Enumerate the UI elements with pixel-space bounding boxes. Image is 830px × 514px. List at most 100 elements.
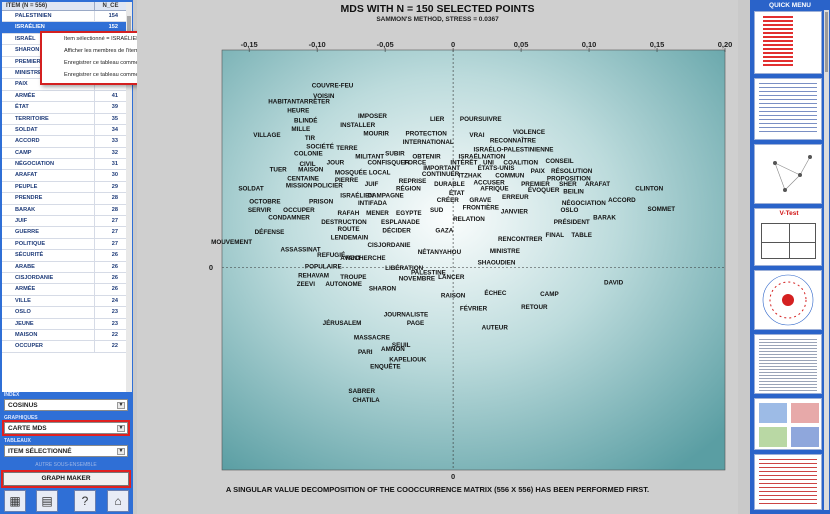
- point-label[interactable]: LOCAL: [369, 170, 391, 177]
- point-label[interactable]: AFRIQUE: [480, 185, 508, 192]
- point-label[interactable]: KAPELIOUK: [389, 356, 427, 363]
- point-label[interactable]: HEURE: [287, 107, 309, 114]
- point-label[interactable]: ARRÊTER: [299, 97, 330, 106]
- point-label[interactable]: RÉSOLUTION: [551, 166, 593, 175]
- context-menu-item-save-csv[interactable]: Enregistrer ce tableau comme fichier .cs…: [64, 72, 167, 78]
- context-menu-item-save-xls[interactable]: Enregistrer ce tableau comme fichier .xl…: [64, 60, 166, 66]
- thumbnail-table-list[interactable]: [754, 78, 822, 140]
- point-label[interactable]: ACCUSER: [474, 180, 506, 187]
- point-label[interactable]: SOCIÉTÉ: [306, 141, 334, 150]
- table-row[interactable]: ARABE 26: [2, 261, 126, 273]
- point-label[interactable]: RÉGION: [396, 183, 421, 192]
- table-row[interactable]: ACCORD 33: [2, 136, 126, 148]
- point-label[interactable]: MILITANT: [355, 154, 384, 161]
- point-label[interactable]: REFUGIÉ: [317, 250, 345, 259]
- point-label[interactable]: ITZHAK: [459, 172, 483, 179]
- point-label[interactable]: ROUTE: [338, 226, 360, 233]
- point-label[interactable]: MAISON: [298, 167, 324, 174]
- table-row[interactable]: PALESTINIEN 154: [2, 11, 126, 23]
- table-row[interactable]: ARMÉE 41: [2, 90, 126, 103]
- point-label[interactable]: TABLE: [571, 232, 592, 239]
- point-label[interactable]: ISRAÉLIEN: [340, 191, 374, 200]
- point-label[interactable]: PALESTINE: [411, 269, 446, 276]
- point-label[interactable]: COLONIE: [294, 151, 323, 158]
- point-label[interactable]: MINISTRE: [490, 248, 520, 255]
- point-label[interactable]: COALITION: [503, 159, 538, 166]
- point-label[interactable]: ISRAÉLO-PALESTINIENNE: [474, 144, 554, 153]
- point-label[interactable]: OBTENIR: [412, 154, 441, 161]
- point-label[interactable]: INTERNATIONAL: [403, 139, 454, 146]
- point-label[interactable]: BLINDÉ: [294, 115, 317, 124]
- point-label[interactable]: RAISON: [441, 293, 466, 300]
- point-label[interactable]: DÉCIDER: [382, 225, 411, 234]
- point-label[interactable]: JUIF: [365, 181, 379, 188]
- point-label[interactable]: RECHERCHE: [346, 255, 386, 262]
- point-label[interactable]: CLINTON: [635, 185, 663, 192]
- point-label[interactable]: OCTOBRE: [249, 199, 280, 206]
- point-label[interactable]: CONSEIL: [546, 158, 574, 165]
- point-label[interactable]: RECONNAÎTRE: [490, 136, 536, 145]
- point-label[interactable]: CENTAINE: [287, 175, 319, 182]
- point-label[interactable]: POURSUIVRE: [460, 116, 502, 123]
- point-label[interactable]: COMMUN: [495, 172, 524, 179]
- point-label[interactable]: NOVEMBRE: [399, 275, 435, 282]
- point-label[interactable]: VIOLENCE: [513, 129, 545, 136]
- point-label[interactable]: HABITANT: [268, 99, 300, 106]
- table-row[interactable]: SÉCURITÉ 26: [2, 250, 126, 262]
- point-label[interactable]: VRAI: [469, 132, 484, 139]
- point-label[interactable]: CIVIL: [299, 161, 315, 168]
- point-label[interactable]: AVANT: [340, 255, 361, 262]
- point-label[interactable]: JÉRUSALEM: [323, 318, 362, 327]
- point-label[interactable]: LIBÉRATION: [385, 263, 423, 272]
- point-label[interactable]: RETOUR: [521, 304, 548, 311]
- thumbnail-table-red[interactable]: [754, 11, 822, 74]
- point-label[interactable]: EGYPTE: [396, 210, 422, 217]
- point-label[interactable]: NATION: [482, 154, 506, 161]
- table-row[interactable]: BARAK 28: [2, 204, 126, 217]
- graphiques-select[interactable]: CARTE MDS ▼: [2, 420, 130, 436]
- point-label[interactable]: FRONTIÈRE: [463, 202, 499, 211]
- chevron-down-icon[interactable]: ▼: [117, 448, 125, 455]
- point-label[interactable]: ÉVOQUER: [528, 185, 560, 194]
- point-label[interactable]: RELATION: [453, 216, 485, 223]
- table-row[interactable]: PRENDRE 28: [2, 193, 126, 205]
- point-label[interactable]: NÉTANYAHOU: [418, 247, 462, 256]
- thumbnail-v-test[interactable]: V-Test: [754, 208, 822, 266]
- point-label[interactable]: TERRE: [336, 145, 357, 152]
- point-label[interactable]: SHARON: [369, 285, 397, 292]
- thumbnail-network[interactable]: [754, 144, 822, 204]
- chevron-down-icon[interactable]: ▼: [117, 425, 125, 432]
- context-menu-item-show-members[interactable]: Afficher les membres de l'item sélection…: [64, 48, 169, 54]
- point-label[interactable]: TROUPE: [340, 274, 366, 281]
- table-row[interactable]: OCCUPER 22: [2, 341, 126, 353]
- point-label[interactable]: ARAFAT: [585, 181, 610, 188]
- point-label[interactable]: AUTEUR: [482, 325, 509, 332]
- point-label[interactable]: VOISIN: [313, 93, 335, 100]
- point-label[interactable]: PROPOSITION: [547, 175, 591, 182]
- tableaux-select[interactable]: ITEM SÉLECTIONNÉ ▼: [4, 445, 128, 457]
- table-row[interactable]: CAMP 32: [2, 147, 126, 160]
- point-label[interactable]: NÉGOCIATION: [562, 198, 606, 207]
- table-row[interactable]: JEUNE 23: [2, 318, 126, 330]
- point-label[interactable]: TIR: [305, 135, 316, 142]
- table-row[interactable]: JUIF 27: [2, 216, 126, 228]
- point-label[interactable]: DÉFENSE: [255, 227, 285, 236]
- point-label[interactable]: AUTONOME: [325, 281, 362, 288]
- point-label[interactable]: DAVID: [604, 280, 624, 287]
- point-label[interactable]: ISRAËL: [459, 153, 482, 161]
- quick-menu-scrollbar-thumb[interactable]: [825, 12, 828, 72]
- point-label[interactable]: RAFAH: [338, 210, 360, 217]
- table-row[interactable]: ARAFAT 30: [2, 170, 126, 182]
- point-label[interactable]: SUBIR: [385, 151, 405, 158]
- index-select[interactable]: COSINUS ▼: [4, 399, 128, 411]
- point-label[interactable]: MOUVEMENT: [211, 239, 252, 246]
- point-label[interactable]: SERVIR: [248, 207, 272, 214]
- graph-maker-button[interactable]: GRAPH MAKER: [1, 470, 131, 488]
- table-row[interactable]: TERRITOIRE 35: [2, 113, 126, 125]
- point-label[interactable]: UNI: [483, 159, 494, 166]
- point-label[interactable]: SEUIL: [392, 342, 411, 349]
- point-label[interactable]: CHATILA: [353, 397, 381, 404]
- point-label[interactable]: ACCORD: [608, 197, 636, 204]
- point-label[interactable]: COUVRE-FEU: [312, 83, 354, 90]
- point-label[interactable]: VILLAGE: [253, 132, 280, 139]
